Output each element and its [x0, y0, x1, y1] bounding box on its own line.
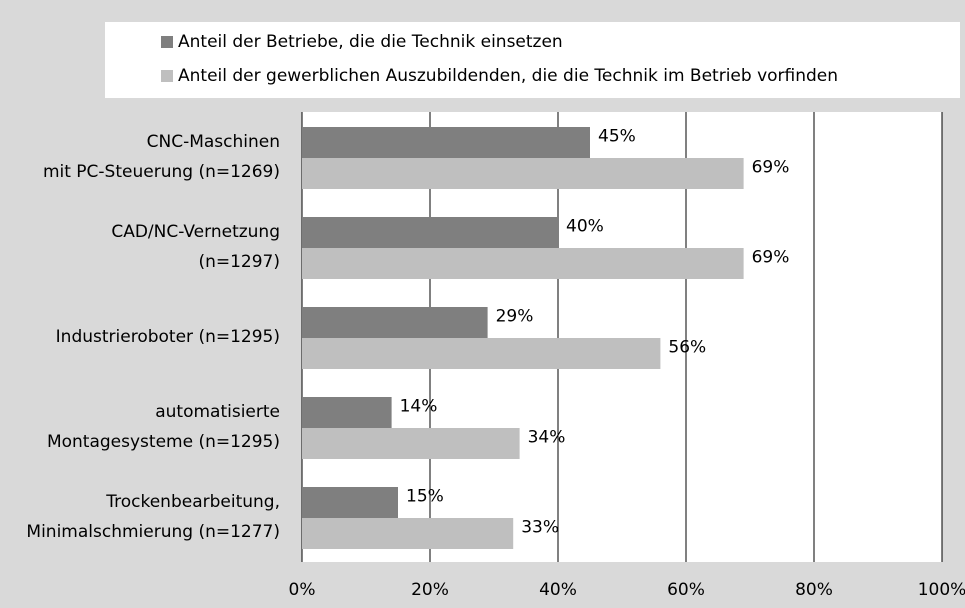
y-tick-label: CAD/NC-Vernetzung	[111, 222, 280, 242]
value-label: 69%	[752, 158, 790, 178]
legend-label: Anteil der Betriebe, die die Technik ein…	[178, 32, 563, 52]
value-label: 69%	[752, 248, 790, 268]
bar	[302, 248, 744, 279]
value-label: 15%	[406, 487, 444, 507]
bar	[302, 217, 558, 248]
value-label: 34%	[528, 428, 566, 448]
bar	[302, 428, 520, 459]
x-tick-label: 60%	[667, 580, 705, 600]
value-label: 45%	[598, 127, 636, 147]
bar	[302, 127, 590, 158]
y-tick-label: Industrieroboter (n=1295)	[56, 327, 280, 347]
legend-label: Anteil der gewerblichen Auszubildenden, …	[178, 66, 838, 86]
value-label: 14%	[400, 397, 438, 417]
value-label: 29%	[496, 307, 534, 327]
y-tick-label: (n=1297)	[198, 252, 280, 272]
value-label: 40%	[566, 217, 604, 237]
legend-box	[105, 22, 960, 98]
x-tick-label: 40%	[539, 580, 577, 600]
value-label: 33%	[521, 518, 559, 538]
x-tick-label: 0%	[289, 580, 316, 600]
bar	[302, 158, 744, 189]
legend-swatch	[161, 36, 173, 48]
y-tick-label: Minimalschmierung (n=1277)	[26, 522, 280, 542]
x-tick-label: 20%	[411, 580, 449, 600]
y-tick-label: Trockenbearbeitung,	[105, 492, 280, 512]
bar	[302, 518, 514, 549]
bar	[302, 487, 398, 518]
legend-swatch	[161, 70, 173, 82]
bar	[302, 338, 661, 369]
bar	[302, 307, 488, 338]
bar	[302, 397, 392, 428]
x-tick-label: 80%	[795, 580, 833, 600]
y-tick-label: Montagesysteme (n=1295)	[47, 432, 280, 452]
y-tick-label: mit PC-Steuerung (n=1269)	[43, 162, 280, 182]
y-tick-label: CNC-Maschinen	[147, 132, 280, 152]
x-tick-label: 100%	[918, 580, 965, 600]
y-tick-label: automatisierte	[155, 402, 280, 422]
value-label: 56%	[668, 338, 706, 358]
